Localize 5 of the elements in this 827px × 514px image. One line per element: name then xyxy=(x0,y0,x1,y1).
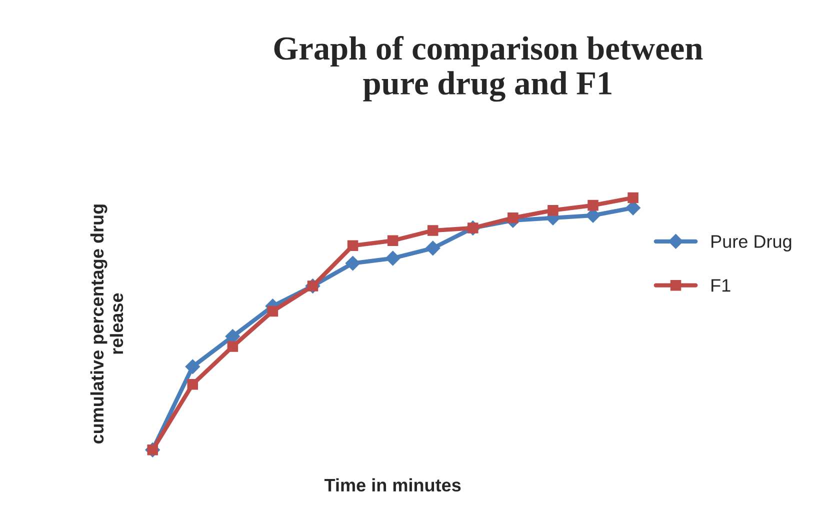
chart-title: Graph of comparison between pure drug and F1 xyxy=(274,36,703,102)
x-axis-title: Time in minutes xyxy=(324,478,461,492)
y-axis-title: cumulative percentage drug release xyxy=(90,204,124,444)
legend-label: F1 xyxy=(712,279,730,292)
legend-label: Pure Drug xyxy=(712,235,792,252)
